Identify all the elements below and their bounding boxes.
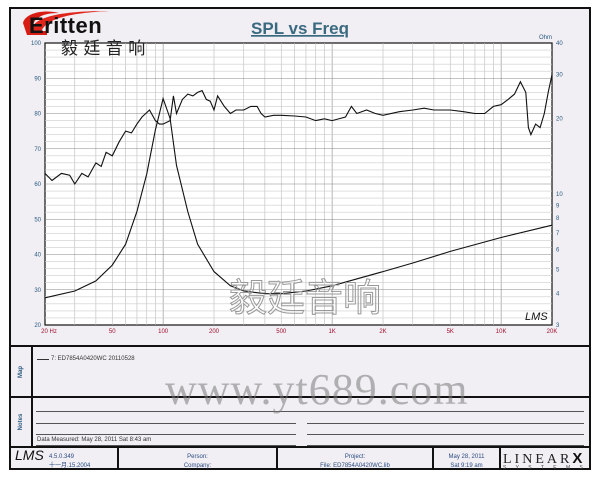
y-left-tick-label: 60 — [34, 182, 41, 188]
legend-label: 7: ED7854A0420WC 20110528 — [51, 356, 135, 362]
version: 4.5.0.349 — [49, 454, 75, 460]
legend-entry[interactable]: 7: ED7854A0420WC 20110528 — [37, 356, 135, 362]
spl-curve — [44, 74, 553, 186]
y-right-tick-label: 5 — [556, 267, 560, 273]
x-tick-label: 100 — [158, 329, 169, 335]
notes-line — [307, 423, 584, 424]
data-measured: Data Measured: May 28, 2011 Sat 8:43 am — [37, 437, 152, 443]
x-tick-label: 50 — [109, 329, 116, 335]
y-left-tick-label: 70 — [34, 147, 41, 153]
file-field: File: ED7854A0420WC.lib — [320, 463, 390, 469]
y-right-tick-label: 8 — [556, 216, 560, 222]
y-right-tick-label: 6 — [556, 248, 560, 254]
build-date: 十一月.15.2004 — [49, 463, 91, 469]
right-axis-label: Ohm — [539, 35, 552, 41]
lms-logo: LMS — [15, 447, 44, 463]
y-left-tick-label: 100 — [31, 41, 42, 47]
url-watermark: www.yt689.com — [165, 365, 469, 414]
y-left-tick-label: 40 — [34, 253, 41, 259]
x-tick-label: 20 Hz — [41, 329, 57, 335]
y-right-tick-label: 7 — [556, 231, 560, 237]
notes-line — [36, 445, 296, 446]
chart-title: SPL vs Freq — [251, 19, 349, 38]
chart-watermark: 毅廷音响 — [229, 278, 381, 320]
lms-corner-label: LMS — [525, 311, 548, 323]
project-field: Project: — [344, 454, 366, 460]
logo-brand: Eritten — [29, 13, 103, 38]
notes-line — [36, 411, 584, 412]
map-section: Map 7: ED7854A0420WC 20110528 — [11, 345, 589, 396]
notes-line — [307, 434, 584, 435]
report-frame: 20 30 40 50 60 70 80 90 100 3 4 5 6 7 8 9 10 20 30 40 20 Hz 5… — [9, 7, 591, 471]
y-left-tick-label: 20 — [34, 323, 41, 329]
y-left-tick-label: 30 — [34, 288, 41, 294]
x-tick-label: 1K — [328, 329, 335, 335]
logo-chinese: 毅 廷 音 响 — [61, 39, 146, 59]
map-label: Map — [18, 365, 24, 378]
x-tick-label: 20K — [547, 329, 558, 335]
notes-line — [36, 423, 296, 424]
linearx-logo: LINEARX S Y S T E M S — [503, 450, 587, 471]
footer-date: May 28, 2011 — [448, 454, 485, 460]
y-left-tick-label: 90 — [34, 76, 41, 82]
y-right-tick-label: 3 — [556, 323, 560, 329]
curves — [44, 74, 553, 299]
legend-line-icon — [37, 358, 49, 360]
logo: Eritten 毅 廷 音 响 — [19, 9, 145, 64]
notes-line — [307, 445, 584, 446]
y-right-tick-label: 4 — [556, 292, 560, 298]
footer-time: Sat 9:19 am — [450, 463, 483, 469]
person-field: Person: — [187, 454, 208, 460]
footer: LMS 4.5.0.349 十一月.15.2004 Person: Compan… — [11, 446, 589, 471]
y-right-tick-label: 30 — [556, 72, 563, 78]
y-right-tick-label: 10 — [556, 192, 563, 198]
y-left-tick-label: 80 — [34, 112, 41, 118]
notes-label: Notes — [18, 413, 24, 431]
spl-chart: 20 30 40 50 60 70 80 90 100 3 4 5 6 7 8 9 10 20 30 40 20 Hz 5… — [31, 19, 563, 335]
y-left-tick-label: 50 — [34, 217, 41, 223]
notes-section: Notes Data Measured: May 28, 2011 Sat 8:… — [11, 396, 589, 446]
y-right-tick-label: 20 — [556, 116, 563, 122]
x-tick-label: 200 — [209, 329, 220, 335]
x-tick-label: 500 — [276, 329, 287, 335]
x-tick-label: 2K — [379, 329, 386, 335]
x-tick-label: 10K — [496, 329, 507, 335]
grid — [44, 42, 553, 326]
notes-line — [36, 434, 296, 435]
y-right-tick-label: 9 — [556, 203, 560, 209]
tick-labels: 20 30 40 50 60 70 80 90 100 3 4 5 6 7 8 9 10 20 30 40 20 Hz 5… — [31, 41, 563, 335]
logo-swoosh-icon — [23, 11, 109, 35]
y-right-tick-label: 40 — [556, 41, 563, 47]
x-tick-label: 5K — [447, 329, 454, 335]
impedance-curve — [44, 96, 553, 299]
company-field: Company: — [183, 463, 212, 469]
